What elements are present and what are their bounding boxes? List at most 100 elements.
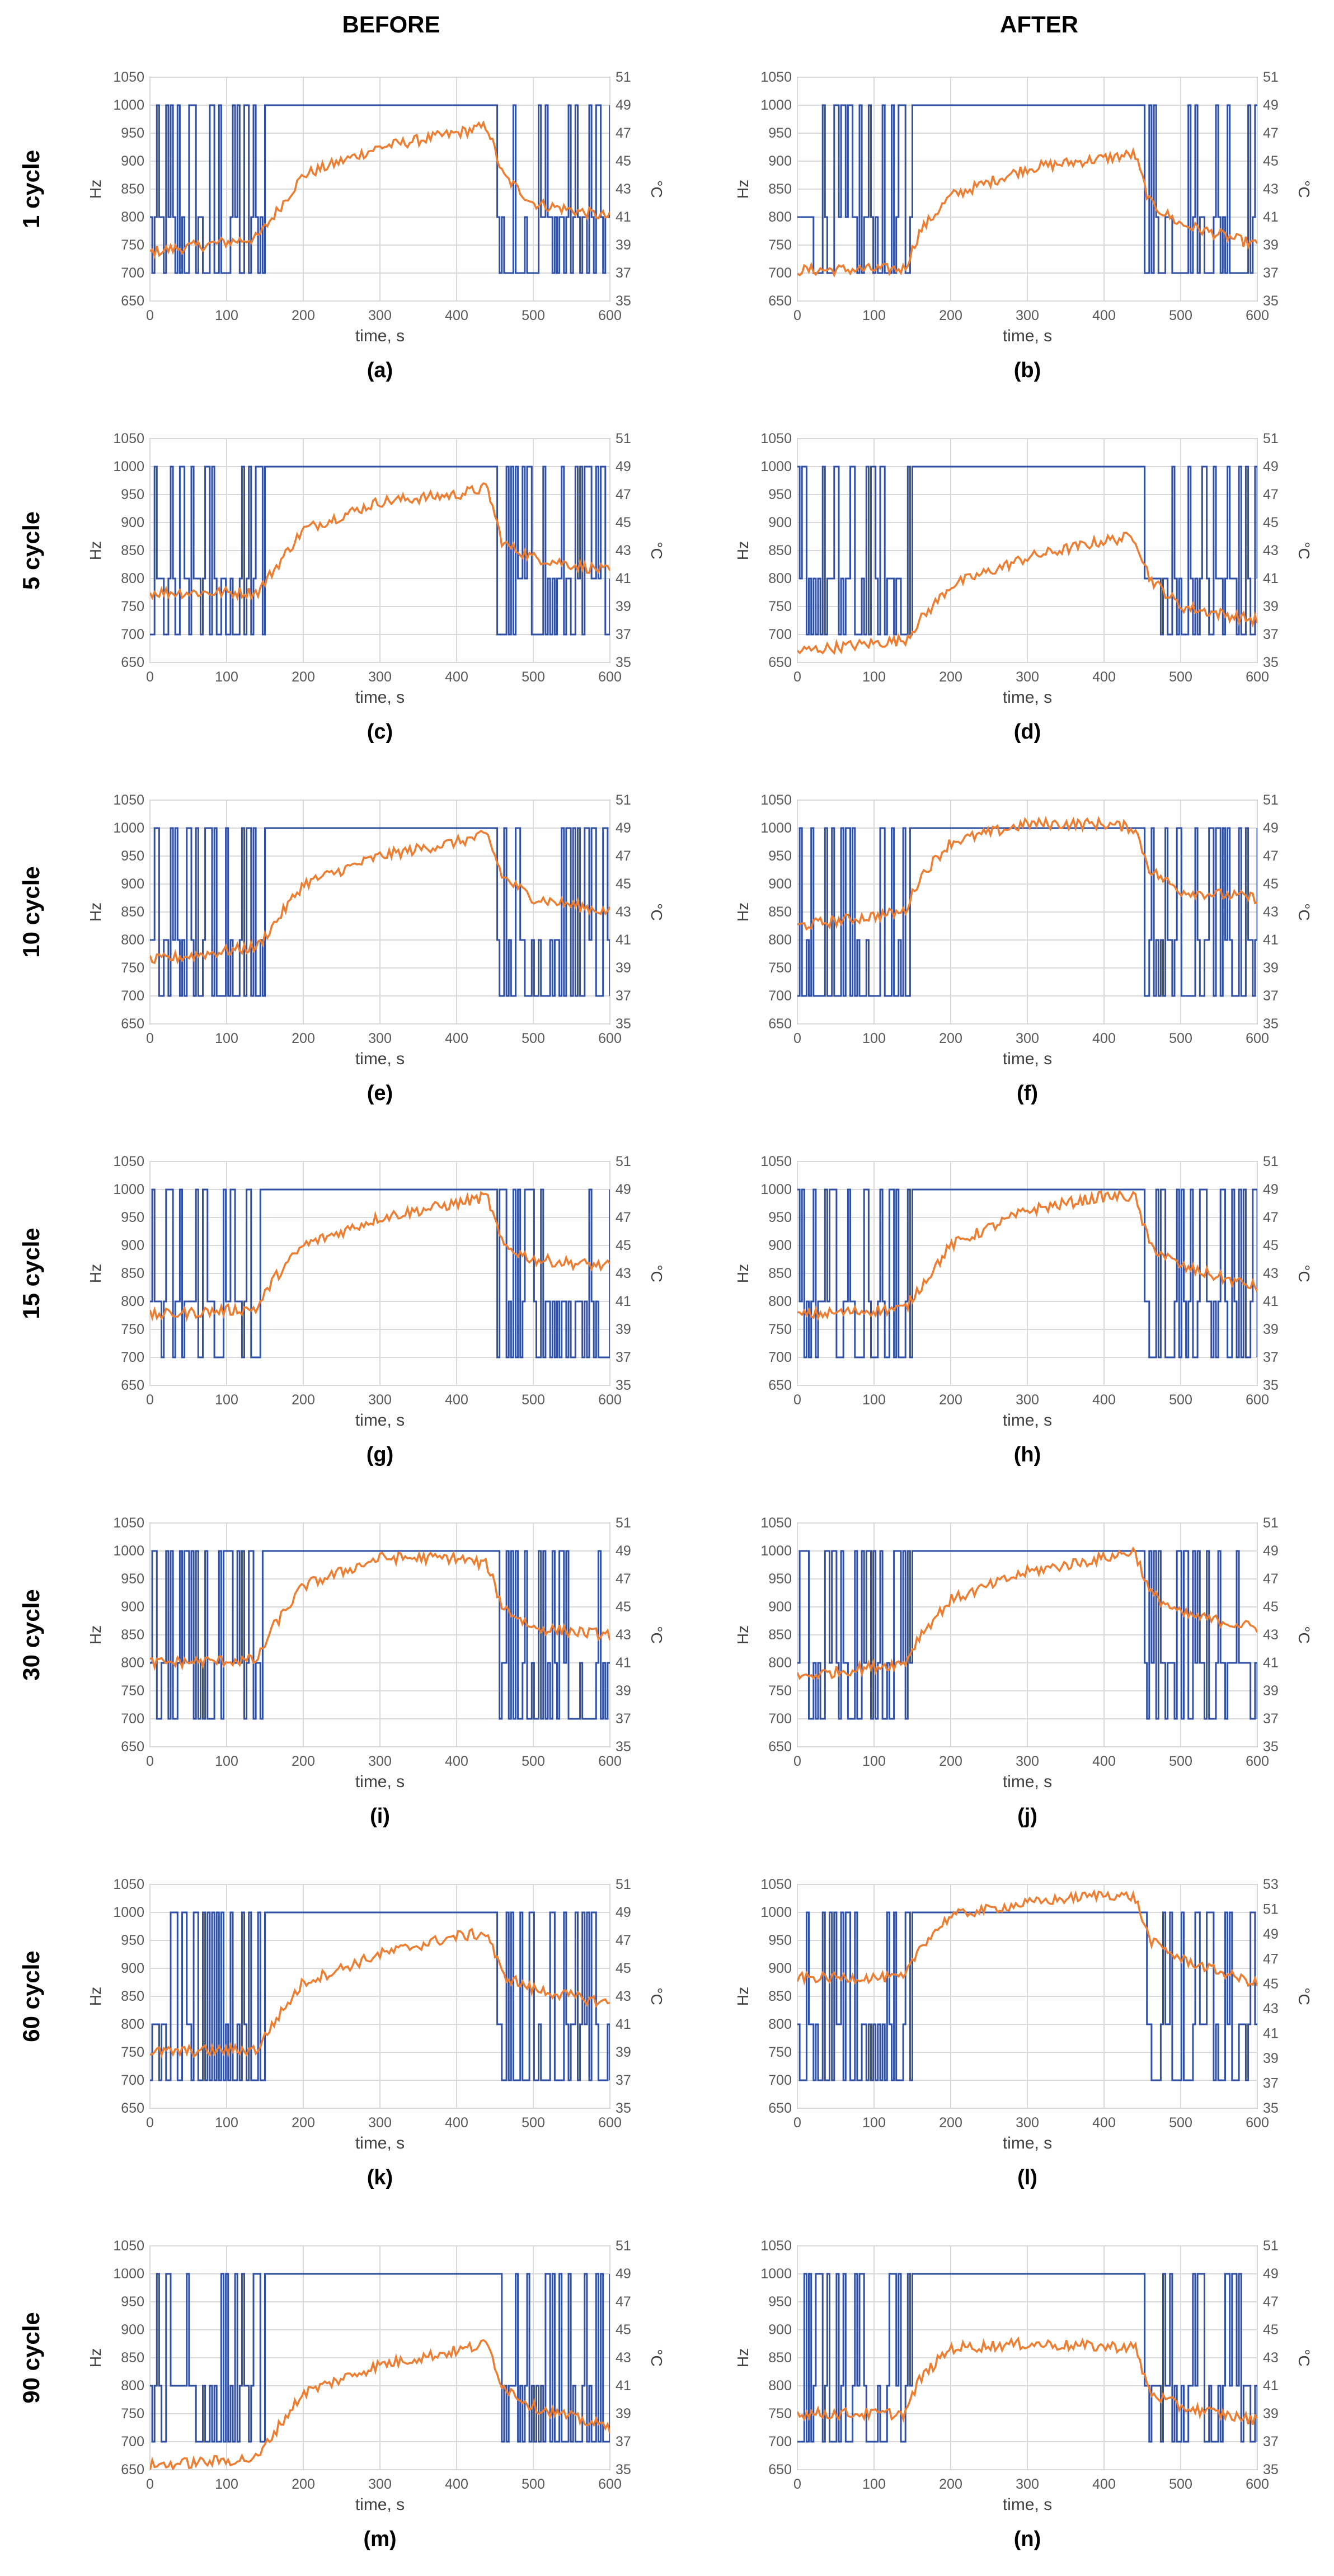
y-tick-label: 800 xyxy=(768,571,792,586)
x-tick-label: 600 xyxy=(1246,2476,1269,2492)
y-tick-label: 750 xyxy=(768,1322,792,1337)
y-tick-label: 1050 xyxy=(760,2238,792,2254)
y2-tick-label: 37 xyxy=(1263,988,1279,1004)
y-tick-label: 650 xyxy=(768,2100,792,2116)
y2-tick-label: 45 xyxy=(1263,876,1279,892)
x-tick-label: 300 xyxy=(1016,2476,1039,2492)
y2-axis-label: °C xyxy=(1295,1626,1313,1643)
y-tick-label: 900 xyxy=(121,153,144,169)
y2-tick-label: 45 xyxy=(1263,1976,1279,1992)
x-tick-label: 200 xyxy=(292,2115,315,2131)
y-tick-label: 800 xyxy=(121,209,144,225)
y2-tick-label: 51 xyxy=(616,2238,631,2254)
x-tick-label: 0 xyxy=(146,2115,154,2131)
frequency-series-line xyxy=(150,466,610,636)
column-header-before: BEFORE xyxy=(342,11,440,37)
x-tick-label: 500 xyxy=(1169,1392,1192,1408)
x-tick-label: 400 xyxy=(1092,669,1116,685)
y-tick-label: 800 xyxy=(121,1294,144,1309)
y2-tick-label: 51 xyxy=(1263,792,1279,808)
y-axis-label: Hz xyxy=(734,902,751,922)
y-tick-label: 850 xyxy=(121,181,144,197)
y-tick-label: 1050 xyxy=(113,431,144,446)
row-label: 10 cycle xyxy=(18,866,44,958)
x-tick-label: 100 xyxy=(215,2476,238,2492)
y2-axis-label: °C xyxy=(648,1265,665,1282)
x-tick-label: 200 xyxy=(292,308,315,323)
x-tick-label: 200 xyxy=(939,669,962,685)
x-tick-label: 100 xyxy=(215,1392,238,1408)
y-tick-label: 1000 xyxy=(113,2266,144,2282)
y-tick-label: 1050 xyxy=(760,1154,792,1169)
y2-tick-label: 41 xyxy=(1263,571,1279,586)
y2-tick-label: 39 xyxy=(1263,2406,1279,2422)
frequency-series-line xyxy=(797,827,1257,997)
y2-tick-label: 45 xyxy=(1263,2322,1279,2338)
x-tick-label: 0 xyxy=(146,308,154,323)
y-tick-label: 950 xyxy=(121,848,144,864)
y-axis-label: Hz xyxy=(87,541,104,560)
y2-axis-label: °C xyxy=(1295,2349,1313,2366)
x-tick-label: 600 xyxy=(1246,1392,1269,1408)
x-tick-label: 600 xyxy=(598,308,622,323)
y2-tick-label: 51 xyxy=(1263,1154,1279,1169)
y-tick-label: 800 xyxy=(121,2378,144,2394)
y2-tick-label: 41 xyxy=(616,2016,631,2032)
y2-tick-label: 43 xyxy=(1263,2350,1279,2366)
x-tick-label: 0 xyxy=(793,669,801,685)
y2-tick-label: 39 xyxy=(616,2406,631,2422)
x-axis-label: time, s xyxy=(1003,1773,1052,1791)
x-tick-label: 600 xyxy=(598,669,622,685)
x-tick-label: 200 xyxy=(939,2476,962,2492)
x-tick-label: 300 xyxy=(368,308,392,323)
frequency-series-line xyxy=(150,104,610,274)
y2-tick-label: 47 xyxy=(616,1210,631,1225)
y-tick-label: 750 xyxy=(768,960,792,976)
y2-tick-label: 47 xyxy=(1263,1210,1279,1225)
y-tick-label: 1000 xyxy=(113,459,144,474)
panel-label: (i) xyxy=(370,1804,390,1828)
y-axis-label: Hz xyxy=(734,1264,751,1283)
frequency-series-line xyxy=(150,1550,610,1720)
y2-tick-label: 37 xyxy=(1263,627,1279,642)
y2-tick-label: 35 xyxy=(616,2462,631,2478)
temperature-series-line xyxy=(150,1191,610,1322)
x-tick-label: 600 xyxy=(598,2115,622,2131)
x-tick-label: 400 xyxy=(1092,2476,1116,2492)
y2-tick-label: 47 xyxy=(1263,1951,1279,1967)
y-tick-label: 1050 xyxy=(760,1877,792,1892)
y-tick-label: 950 xyxy=(121,1571,144,1587)
panel-label: (k) xyxy=(367,2166,393,2189)
y2-tick-label: 35 xyxy=(1263,2100,1279,2116)
y-tick-label: 750 xyxy=(121,237,144,253)
y-tick-label: 750 xyxy=(768,2044,792,2060)
x-axis-label: time, s xyxy=(1003,688,1052,707)
frequency-series-line xyxy=(797,1911,1257,2081)
x-tick-label: 500 xyxy=(522,2476,545,2492)
y2-tick-label: 39 xyxy=(1263,960,1279,976)
x-axis-label: time, s xyxy=(355,2495,405,2514)
y2-tick-label: 39 xyxy=(1263,2051,1279,2066)
row-label: 5 cycle xyxy=(18,511,44,590)
y2-tick-label: 39 xyxy=(1263,1683,1279,1699)
y-tick-label: 1000 xyxy=(113,820,144,836)
y-tick-label: 700 xyxy=(768,627,792,642)
y2-tick-label: 49 xyxy=(1263,1543,1279,1559)
y2-tick-label: 47 xyxy=(1263,487,1279,502)
y2-tick-label: 49 xyxy=(616,97,631,113)
x-tick-label: 200 xyxy=(939,308,962,323)
y-tick-label: 1000 xyxy=(760,459,792,474)
y2-tick-label: 39 xyxy=(1263,237,1279,253)
x-tick-label: 400 xyxy=(445,669,468,685)
y-tick-label: 700 xyxy=(121,2434,144,2450)
y-tick-label: 1000 xyxy=(760,1905,792,1920)
x-tick-label: 300 xyxy=(1016,669,1039,685)
y2-tick-label: 39 xyxy=(616,1683,631,1699)
y2-tick-label: 51 xyxy=(616,1154,631,1169)
x-tick-label: 0 xyxy=(793,308,801,323)
y2-tick-label: 45 xyxy=(1263,515,1279,530)
x-tick-label: 500 xyxy=(522,308,545,323)
y-tick-label: 650 xyxy=(768,293,792,309)
y2-tick-label: 37 xyxy=(616,265,631,281)
frequency-series-line xyxy=(150,1911,610,2081)
